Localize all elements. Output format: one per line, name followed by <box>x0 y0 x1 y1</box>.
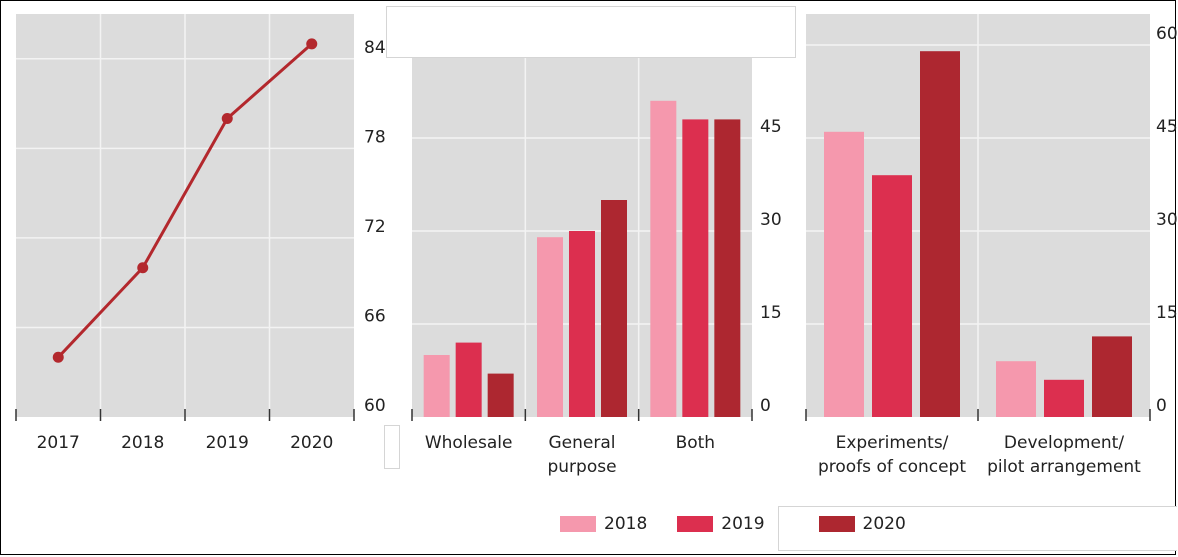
legend: 2018 2019 2020 <box>560 512 936 536</box>
bar <box>714 119 741 418</box>
occluding-box-top <box>386 6 796 58</box>
series-line <box>57 42 313 359</box>
bar <box>455 342 482 417</box>
bar <box>537 237 563 417</box>
legend-item-2020: 2020 <box>818 514 906 534</box>
bar <box>601 200 627 417</box>
x-category-label: purpose <box>547 457 616 477</box>
x-tick-label: 2018 <box>121 433 164 453</box>
legend-label-2019: 2019 <box>721 514 765 534</box>
legend-item-2019: 2019 <box>677 514 765 534</box>
y-tick-label: 30 <box>760 210 782 230</box>
y-tick-label: 66 <box>364 306 386 326</box>
y-tick-label: 0 <box>760 396 771 416</box>
data-point <box>306 38 318 50</box>
y-tick-label: 15 <box>760 303 782 323</box>
bar <box>920 51 960 417</box>
occluding-box-left <box>384 425 400 469</box>
x-tick-label: 2017 <box>37 433 80 453</box>
chart-panel-2: 015304560WholesaleGeneralpurposeBoth <box>411 14 782 477</box>
x-category-label: Wholesale <box>425 433 513 453</box>
bar <box>423 355 450 417</box>
bar <box>569 231 595 417</box>
bar <box>682 119 709 418</box>
x-category-label: General <box>549 433 616 453</box>
bar <box>872 175 912 417</box>
y-tick-label: 45 <box>760 117 782 137</box>
y-tick-label: 72 <box>364 217 386 237</box>
bar <box>487 373 514 417</box>
x-category-label: Development/ <box>1004 433 1124 453</box>
y-tick-label: 60 <box>364 396 386 416</box>
legend-swatch-2019 <box>677 516 714 532</box>
bar <box>1092 336 1132 417</box>
data-point <box>52 351 64 363</box>
x-tick-label: 2020 <box>290 433 333 453</box>
panel-separator <box>400 10 410 420</box>
x-category-label: proofs of concept <box>818 457 966 477</box>
y-tick-label: 78 <box>364 127 386 147</box>
bar <box>824 131 864 418</box>
panel-separator <box>794 10 804 420</box>
y-tick-label: 60 <box>1156 24 1178 44</box>
x-category-label: pilot arrangement <box>987 457 1141 477</box>
bar <box>650 100 677 418</box>
y-tick-label: 84 <box>364 38 386 58</box>
legend-swatch-2018 <box>560 516 596 532</box>
data-point <box>137 262 149 274</box>
y-tick-label: 45 <box>1156 117 1178 137</box>
legend-swatch-2020 <box>818 516 855 532</box>
legend-label-2020: 2020 <box>862 514 906 534</box>
legend-label-2018: 2018 <box>604 514 648 534</box>
legend-item-2018: 2018 <box>560 514 647 534</box>
data-point <box>221 112 233 124</box>
x-category-label: Both <box>676 433 716 453</box>
x-tick-label: 2019 <box>206 433 249 453</box>
chart-panel-1: 60 66 72 78 84 2017 2018 2019 2020 <box>15 14 386 453</box>
chart-panel-3: 0 15 30 45 60 Experiments/proofs of concept De… <box>805 14 1178 477</box>
y-tick-label: 15 <box>1156 303 1178 323</box>
y-tick-label: 30 <box>1156 210 1178 230</box>
x-category-label: Experiments/ <box>836 433 949 453</box>
bar <box>996 361 1036 417</box>
y-tick-label: 0 <box>1156 396 1167 416</box>
bar <box>1044 379 1084 417</box>
